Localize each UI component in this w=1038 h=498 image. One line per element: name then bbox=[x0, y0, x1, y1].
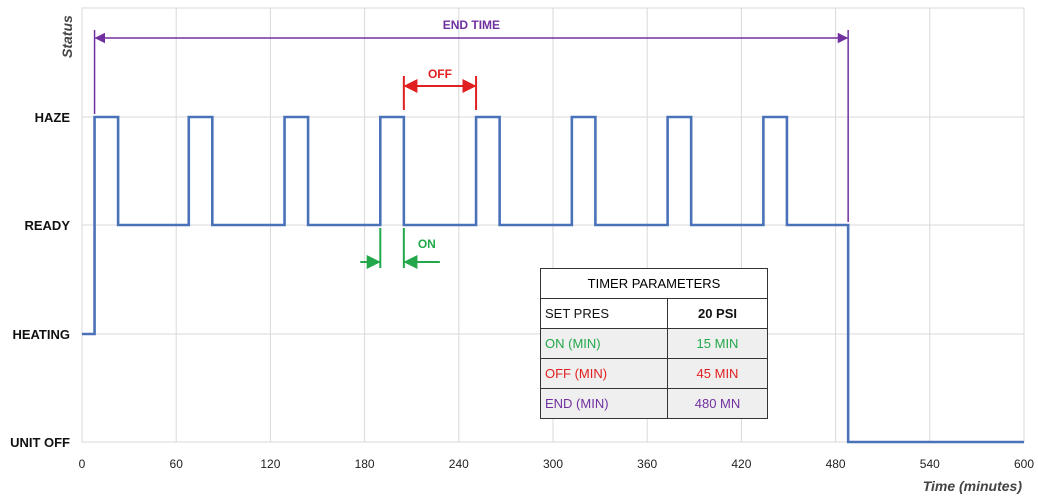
timer-parameters-table: TIMER PARAMETERS SET PRES 20 PSI ON (MIN… bbox=[540, 268, 768, 419]
y-axis-labels: UNIT OFF HEATING READY HAZE bbox=[10, 110, 70, 450]
x-tick-label: 480 bbox=[826, 457, 846, 471]
series-group bbox=[82, 115, 1024, 444]
row-label: END (MIN) bbox=[540, 388, 668, 419]
table-row: OFF (MIN) 45 MIN bbox=[540, 358, 768, 389]
row-label: SET PRES bbox=[540, 298, 668, 329]
y-tick-label: HEATING bbox=[12, 327, 70, 342]
y-tick-label: READY bbox=[24, 218, 70, 233]
x-tick-label: 360 bbox=[637, 457, 657, 471]
x-tick-label: 240 bbox=[449, 457, 469, 471]
timer-parameters-header: TIMER PARAMETERS bbox=[540, 268, 768, 299]
row-value: 45 MIN bbox=[667, 358, 768, 389]
x-tick-label: 60 bbox=[170, 457, 184, 471]
annotations: END TIME OFF ON bbox=[93, 18, 849, 269]
table-row: ON (MIN) 15 MIN bbox=[540, 328, 768, 359]
x-tick-label: 300 bbox=[543, 457, 563, 471]
off-label: OFF bbox=[428, 67, 452, 81]
x-tick-label: 540 bbox=[920, 457, 940, 471]
y-tick-label: UNIT OFF bbox=[10, 435, 70, 450]
row-label: ON (MIN) bbox=[540, 328, 668, 359]
end-time-label: END TIME bbox=[443, 18, 500, 32]
row-value: 15 MIN bbox=[667, 328, 768, 359]
y-tick-label: HAZE bbox=[35, 110, 71, 125]
x-axis-title: Time (minutes) bbox=[923, 478, 1023, 494]
table-row: END (MIN) 480 MN bbox=[540, 388, 768, 419]
x-tick-label: 0 bbox=[79, 457, 86, 471]
row-value: 480 MN bbox=[667, 388, 768, 419]
series-line bbox=[82, 115, 1024, 444]
x-tick-label: 420 bbox=[731, 457, 751, 471]
on-label: ON bbox=[418, 237, 436, 251]
row-value: 20 PSI bbox=[667, 298, 768, 329]
x-axis-ticks: 0 60 120 180 240 300 360 420 480 540 600 bbox=[79, 457, 1035, 471]
y-axis-title: Status bbox=[59, 15, 75, 58]
x-tick-label: 180 bbox=[355, 457, 375, 471]
x-tick-label: 120 bbox=[260, 457, 280, 471]
table-row: SET PRES 20 PSI bbox=[540, 298, 768, 329]
row-label: OFF (MIN) bbox=[540, 358, 668, 389]
x-tick-label: 600 bbox=[1014, 457, 1034, 471]
